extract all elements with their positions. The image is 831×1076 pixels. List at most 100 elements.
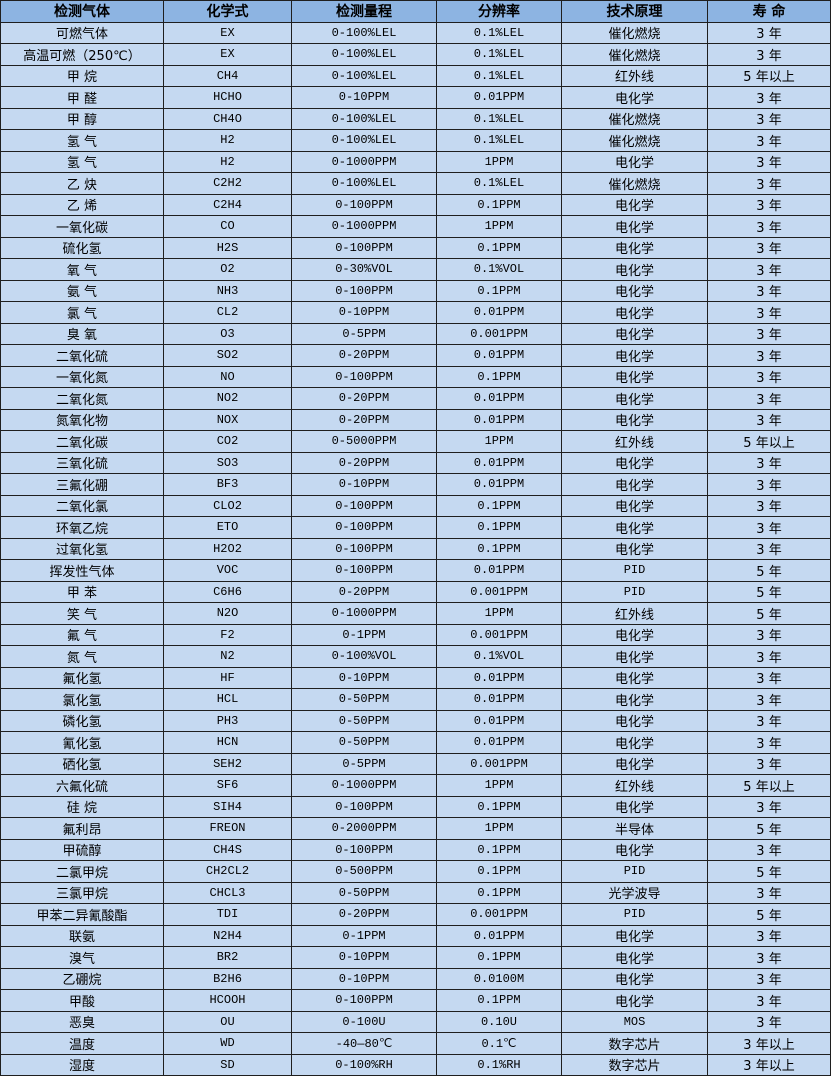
cell-principle: 电化学 [561,516,708,539]
cell-range: 0-100U [291,1010,437,1033]
cell-principle: 电化学 [561,322,708,345]
table-row: 高温可燃（250℃） EX 0-100%LEL 0.1%LEL 催化燃烧 3 年 [0,43,831,66]
cell-lifespan: 3 年 [707,881,831,904]
cell-principle: 电化学 [561,838,708,861]
table-row: 氨 气 NH3 0-100PPM 0.1PPM 电化学 3 年 [0,279,831,302]
cell-range: 0-100%LEL [291,107,437,130]
cell-resolution: 0.10U [436,1010,562,1033]
cell-principle: MOS [561,1010,708,1033]
table-row: 硅 烷 SIH4 0-100PPM 0.1PPM 电化学 3 年 [0,795,831,818]
cell-resolution: 0.1PPM [436,838,562,861]
cell-gas: 氟化氢 [0,666,164,689]
table-row: 乙 烯 C2H4 0-100PPM 0.1PPM 电化学 3 年 [0,193,831,216]
cell-range: 0-100%VOL [291,645,437,668]
cell-resolution: 0.01PPM [436,451,562,474]
cell-principle: 催化燃烧 [561,43,708,66]
cell-gas: 挥发性气体 [0,559,164,582]
cell-resolution: 0.1%LEL [436,43,562,66]
table-row: 臭 氧 O3 0-5PPM 0.001PPM 电化学 3 年 [0,322,831,345]
cell-gas: 一氧化碳 [0,215,164,238]
table-row: 甲 苯 C6H6 0-20PPM 0.001PPM PID 5 年 [0,580,831,603]
cell-lifespan: 3 年 [707,731,831,754]
cell-gas: 二氧化氯 [0,494,164,517]
header-resolution: 分辨率 [436,0,562,23]
cell-resolution: 0.1PPM [436,946,562,969]
cell-lifespan: 3 年 [707,967,831,990]
cell-lifespan: 3 年 [707,537,831,560]
cell-range: 0-50PPM [291,709,437,732]
cell-principle: 电化学 [561,645,708,668]
cell-gas: 一氧化氮 [0,365,164,388]
cell-resolution: 0.001PPM [436,752,562,775]
cell-range: 0-100%LEL [291,43,437,66]
cell-formula: NOX [163,408,292,431]
cell-formula: H2 [163,150,292,173]
cell-lifespan: 3 年 [707,43,831,66]
cell-principle: 催化燃烧 [561,107,708,130]
cell-gas: 氟 气 [0,623,164,646]
cell-principle: PID [561,559,708,582]
cell-formula: HCL [163,688,292,711]
cell-formula: SEH2 [163,752,292,775]
cell-principle: 催化燃烧 [561,129,708,152]
cell-principle: 光学波导 [561,881,708,904]
table-row: 甲苯二异氰酸酯 TDI 0-20PPM 0.001PPM PID 5 年 [0,903,831,926]
cell-formula: B2H6 [163,967,292,990]
table-row: 恶臭 OU 0-100U 0.10U MOS 3 年 [0,1010,831,1033]
table-row: 乙硼烷 B2H6 0-10PPM 0.0100M 电化学 3 年 [0,967,831,990]
cell-lifespan: 5 年 [707,602,831,625]
table-row: 三氟化硼 BF3 0-10PPM 0.01PPM 电化学 3 年 [0,473,831,496]
cell-resolution: 0.01PPM [436,387,562,410]
cell-resolution: 0.01PPM [436,924,562,947]
table-row: 湿度 SD 0-100%RH 0.1%RH 数字芯片 3 年以上 [0,1053,831,1076]
cell-formula: CL2 [163,301,292,324]
cell-principle: 电化学 [561,193,708,216]
cell-formula: NH3 [163,279,292,302]
cell-lifespan: 3 年 [707,924,831,947]
cell-range: 0-100%LEL [291,129,437,152]
cell-resolution: 0.01PPM [436,559,562,582]
cell-formula: ETO [163,516,292,539]
cell-lifespan: 3 年 [707,387,831,410]
cell-principle: 电化学 [561,989,708,1012]
cell-formula: C6H6 [163,580,292,603]
cell-resolution: 0.1PPM [436,236,562,259]
cell-lifespan: 3 年 [707,946,831,969]
cell-range: 0-5PPM [291,752,437,775]
cell-gas: 二氧化碳 [0,430,164,453]
cell-range: 0-1000PPM [291,215,437,238]
cell-formula: N2H4 [163,924,292,947]
cell-gas: 氮氧化物 [0,408,164,431]
header-principle: 技术原理 [561,0,708,23]
table-row: 甲 醇 CH4O 0-100%LEL 0.1%LEL 催化燃烧 3 年 [0,107,831,130]
cell-lifespan: 3 年 [707,666,831,689]
cell-formula: CH4S [163,838,292,861]
cell-gas: 甲 醇 [0,107,164,130]
table-row: 三氯甲烷 CHCL3 0-50PPM 0.1PPM 光学波导 3 年 [0,881,831,904]
cell-lifespan: 3 年 [707,129,831,152]
cell-lifespan: 5 年 [707,903,831,926]
cell-formula: NO [163,365,292,388]
cell-lifespan: 3 年 [707,795,831,818]
cell-gas: 恶臭 [0,1010,164,1033]
cell-gas: 臭 氧 [0,322,164,345]
cell-formula: WD [163,1032,292,1055]
cell-range: 0-100PPM [291,494,437,517]
cell-range: 0-100PPM [291,989,437,1012]
cell-gas: 三氯甲烷 [0,881,164,904]
cell-gas: 氯化氢 [0,688,164,711]
cell-lifespan: 5 年以上 [707,64,831,87]
cell-principle: 电化学 [561,623,708,646]
cell-principle: PID [561,903,708,926]
cell-principle: 红外线 [561,64,708,87]
cell-range: 0-1000PPM [291,774,437,797]
cell-resolution: 0.1PPM [436,193,562,216]
cell-resolution: 0.01PPM [436,709,562,732]
cell-lifespan: 5 年以上 [707,774,831,797]
cell-formula: CHCL3 [163,881,292,904]
cell-lifespan: 3 年 [707,709,831,732]
cell-range: 0-100PPM [291,279,437,302]
cell-lifespan: 5 年 [707,559,831,582]
cell-resolution: 0.1%LEL [436,21,562,44]
